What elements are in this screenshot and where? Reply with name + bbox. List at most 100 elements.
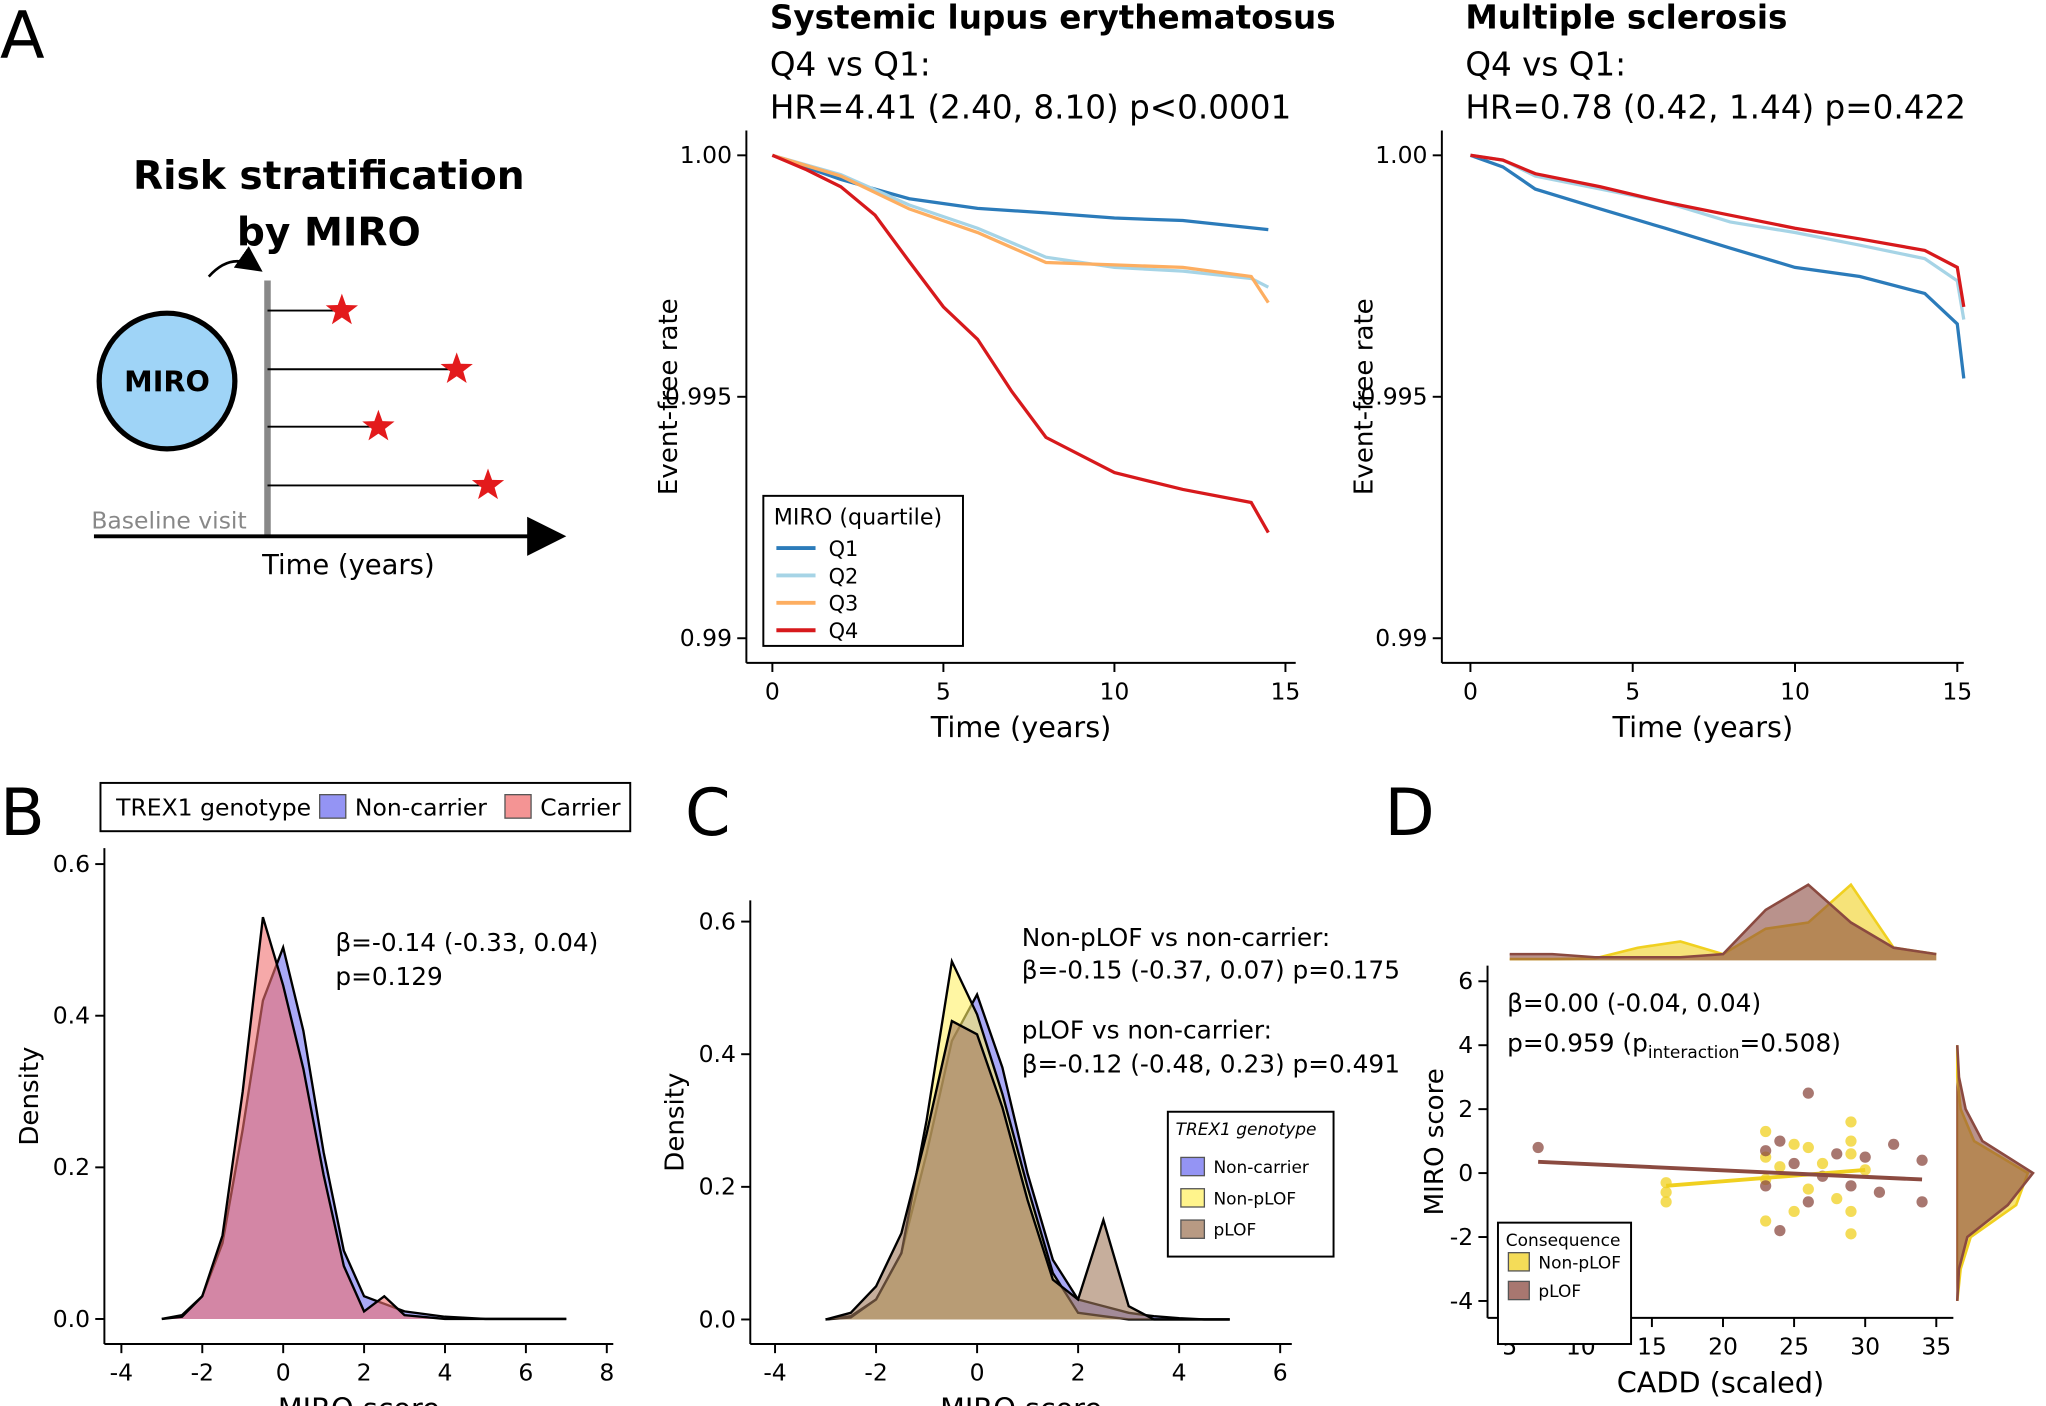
- x-tick-label: 8: [599, 1359, 614, 1387]
- legend-swatch: [1180, 1156, 1206, 1177]
- legend-swatch: [319, 794, 347, 819]
- legend-swatch: [1507, 1252, 1530, 1272]
- annotation: p=0.959 (pinteraction=0.508): [1507, 1029, 1841, 1063]
- fit-line: [1666, 1167, 1866, 1188]
- legend-label: Non-carrier: [1214, 1157, 1309, 1177]
- point: [1859, 1151, 1871, 1163]
- annotation: β=-0.15 (-0.37, 0.07) p=0.175: [1022, 956, 1400, 985]
- point: [1788, 1157, 1800, 1170]
- legend-label: pLOF: [1538, 1281, 1581, 1301]
- x-tick-label: 0: [1463, 677, 1478, 705]
- event-star: [440, 352, 473, 384]
- point: [1916, 1196, 1928, 1208]
- annotation-part: p=0.959 (p: [1507, 1029, 1648, 1058]
- x-tick-label: 0: [970, 1359, 985, 1387]
- y-tick-label: 0.4: [53, 1002, 90, 1030]
- legend-label: Q4: [829, 619, 859, 643]
- point: [1845, 1180, 1857, 1192]
- y-axis-label: Density: [661, 1073, 691, 1172]
- y-tick-label: 1.00: [680, 141, 732, 169]
- legend-swatch: [1507, 1280, 1530, 1301]
- density-fill: [825, 1021, 1230, 1320]
- x-tick-label: 0: [276, 1359, 291, 1387]
- y-tick-label: -4: [1450, 1287, 1473, 1315]
- chart-subtitle: HR=0.78 (0.42, 1.44) p=0.422: [1465, 89, 1966, 127]
- y-tick-label: 4: [1458, 1031, 1473, 1059]
- legend-swatch: [1180, 1219, 1206, 1239]
- event-star: [325, 293, 358, 325]
- y-tick-label: 0.99: [1375, 624, 1427, 652]
- x-tick-label: 25: [1779, 1332, 1809, 1360]
- x-axis-label: MIRO score: [940, 1391, 1102, 1406]
- point: [1916, 1154, 1928, 1166]
- x-tick-label: 20: [1708, 1332, 1738, 1360]
- x-tick-label: 4: [1172, 1359, 1187, 1387]
- point: [1802, 1196, 1814, 1208]
- diagram-title: by MIRO: [237, 210, 421, 255]
- legend-box: [99, 781, 632, 833]
- panel-label: A: [0, 0, 45, 73]
- x-tick-label: 15: [1942, 677, 1972, 705]
- follow-up-lines: [267, 309, 489, 487]
- y-tick-label: 0.0: [699, 1305, 736, 1333]
- circle-label: MIRO: [124, 364, 210, 398]
- km-curve: [1469, 153, 1966, 379]
- x-tick-label: 15: [1637, 1332, 1667, 1360]
- x-tick-label: 4: [438, 1359, 453, 1387]
- x-tick-label: 0: [765, 677, 780, 705]
- legend-label: Non-pLOF: [1538, 1252, 1621, 1272]
- x-tick-label: -2: [864, 1359, 887, 1387]
- legend-title: TREX1 genotype: [115, 794, 311, 822]
- annotation: β=-0.12 (-0.48, 0.23) p=0.491: [1022, 1050, 1400, 1079]
- marginal-density: [1509, 883, 1937, 959]
- x-axis-label: MIRO score: [278, 1391, 440, 1406]
- chart-subtitle: Q4 vs Q1:: [770, 46, 931, 84]
- x-tick-label: 15: [1271, 677, 1301, 705]
- point: [1802, 1087, 1814, 1099]
- y-tick-label: 0.2: [699, 1173, 736, 1201]
- chart-title: Multiple sclerosis: [1465, 0, 1787, 37]
- point: [1845, 1135, 1857, 1147]
- chart-title: Systemic lupus erythematosus: [770, 0, 1336, 37]
- km-curve: [771, 153, 1270, 534]
- density-fill: [161, 917, 567, 1319]
- miro-circle: [96, 310, 238, 452]
- km-curve: [1470, 153, 1966, 320]
- event-star: [362, 409, 395, 441]
- legend-box: [762, 494, 964, 647]
- x-tick-label: 2: [1071, 1359, 1086, 1387]
- legend-label: pLOF: [1214, 1220, 1257, 1240]
- x-axis-label: Time (years): [1611, 710, 1793, 744]
- km-curve: [771, 153, 1270, 289]
- annotation-part: interaction: [1648, 1042, 1740, 1062]
- point: [1760, 1180, 1772, 1192]
- point: [1888, 1138, 1900, 1150]
- x-tick-label: 10: [1780, 677, 1810, 705]
- point: [1845, 1148, 1857, 1160]
- point: [1760, 1215, 1772, 1227]
- legend-label: Q2: [829, 564, 859, 588]
- baseline-label: Baseline visit: [91, 506, 246, 534]
- point: [1660, 1186, 1672, 1198]
- marginal-fill: [1509, 884, 1937, 961]
- panel-label: C: [685, 775, 731, 851]
- marginal-fill: [1957, 1045, 2033, 1301]
- fit-line: [1538, 1159, 1923, 1182]
- y-tick-label: 0.0: [53, 1305, 90, 1333]
- point: [1816, 1157, 1829, 1170]
- legend-label: Q3: [829, 592, 859, 616]
- point: [1831, 1148, 1843, 1160]
- y-axis-label: Event-free rate: [1350, 298, 1380, 495]
- y-tick-label: 0: [1458, 1159, 1473, 1187]
- panel-label: D: [1384, 775, 1434, 851]
- x-tick-label: 2: [357, 1359, 372, 1387]
- legend-swatch: [504, 794, 532, 819]
- y-tick-label: 0.6: [699, 907, 736, 935]
- legend-title: MIRO (quartile): [774, 505, 942, 531]
- y-axis-label: Density: [15, 1047, 45, 1146]
- x-tick-label: 6: [1273, 1359, 1288, 1387]
- marginal-density: [1955, 1045, 2035, 1302]
- point: [1788, 1138, 1800, 1150]
- density-curve: [161, 916, 567, 1321]
